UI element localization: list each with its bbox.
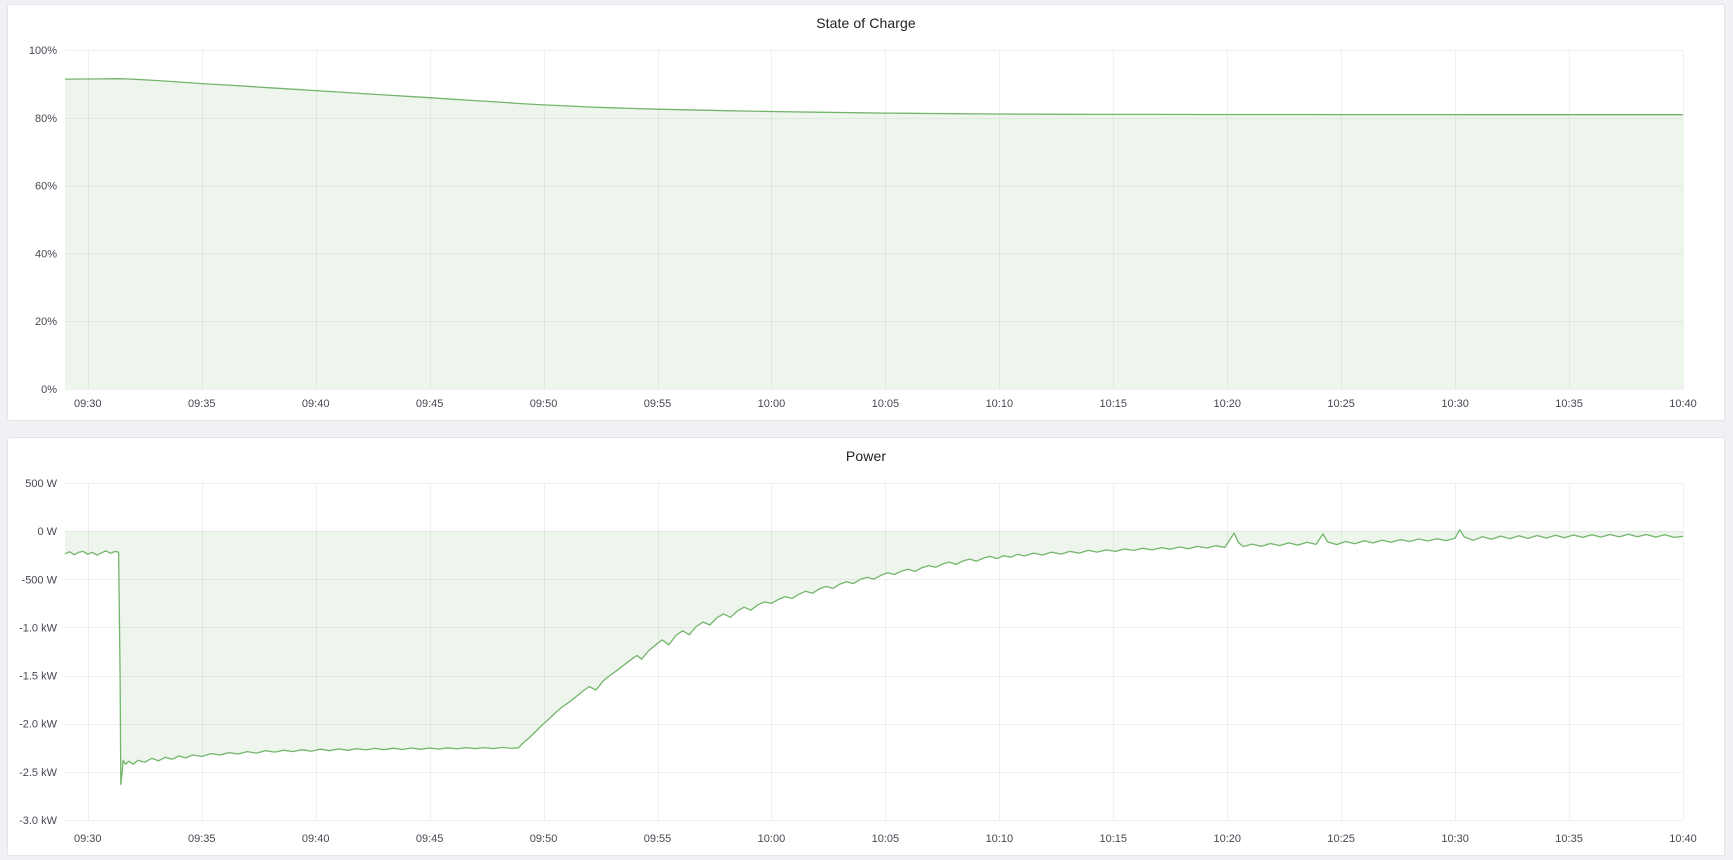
y-axis-tick-label: 0 W xyxy=(37,526,57,538)
soc-panel-title: State of Charge xyxy=(816,15,916,31)
y-axis-tick-label: -3.0 kW xyxy=(19,815,58,827)
power-chart[interactable]: 500 W 0 W -500 W -1.0 kW -1.5 kW -2.0 kW -2.5 … xyxy=(8,438,1724,855)
x-axis-tick-label: 10:20 xyxy=(1213,833,1241,845)
y-axis-tick-label: -2.5 kW xyxy=(19,767,58,779)
x-axis-tick-label: 09:30 xyxy=(74,833,102,845)
y-axis-tick-label: 500 W xyxy=(25,478,57,490)
x-axis-tick-label: 10:15 xyxy=(1100,833,1128,845)
y-axis-tick-label: 60% xyxy=(35,181,57,193)
power-panel-title: Power xyxy=(845,448,887,464)
x-axis-tick-label: 10:10 xyxy=(986,833,1014,845)
panel-state-of-charge: State of Charge 0% 20% 40% 60% 80% 100% 09:30 0… xyxy=(7,4,1725,421)
x-axis-tick-label: 10:10 xyxy=(986,398,1014,410)
y-axis-tick-label: 20% xyxy=(35,316,57,328)
soc-chart[interactable]: 0% 20% 40% 60% 80% 100% 09:30 09:35 09:40 09:45 09… xyxy=(8,5,1724,420)
x-axis-tick-label: 10:30 xyxy=(1441,833,1469,845)
y-axis-tick-label: 40% xyxy=(35,248,57,260)
x-axis-tick-label: 10:15 xyxy=(1100,398,1128,410)
x-axis-tick-label: 09:50 xyxy=(530,398,558,410)
axis-labels: 0% 20% 40% 60% 80% 100% 09:30 09:35 09:40 09:45 09… xyxy=(29,45,1697,410)
power-line xyxy=(64,529,1684,786)
x-axis-tick-label: 10:35 xyxy=(1555,833,1583,845)
x-axis-tick-label: 09:55 xyxy=(644,398,672,410)
x-axis-tick-label: 09:35 xyxy=(188,398,216,410)
x-axis-tick-label: 09:30 xyxy=(74,398,102,410)
axis-labels: 500 W 0 W -500 W -1.0 kW -1.5 kW -2.0 kW -2.5 … xyxy=(19,478,1697,845)
x-axis-tick-label: 10:00 xyxy=(758,398,786,410)
grid-lines xyxy=(65,50,1684,390)
grid-lines xyxy=(65,483,1684,821)
x-axis-tick-label: 09:55 xyxy=(644,833,672,845)
y-axis-tick-label: 0% xyxy=(41,384,57,396)
x-axis-tick-label: 09:50 xyxy=(530,833,558,845)
y-axis-tick-label: -500 W xyxy=(22,574,58,586)
y-axis-tick-label: -1.5 kW xyxy=(19,671,58,683)
x-axis-tick-label: 09:40 xyxy=(302,398,330,410)
x-axis-tick-label: 09:45 xyxy=(416,398,444,410)
x-axis-tick-label: 10:05 xyxy=(872,398,900,410)
x-axis-tick-label: 09:45 xyxy=(416,833,444,845)
x-axis-tick-label: 10:00 xyxy=(758,833,786,845)
x-axis-tick-label: 10:25 xyxy=(1327,398,1355,410)
x-axis-tick-label: 10:30 xyxy=(1441,398,1469,410)
x-axis-tick-label: 10:20 xyxy=(1213,398,1241,410)
x-axis-tick-label: 09:35 xyxy=(188,833,216,845)
x-axis-tick-label: 10:40 xyxy=(1669,398,1697,410)
x-axis-tick-label: 10:35 xyxy=(1555,398,1583,410)
y-axis-tick-label: -2.0 kW xyxy=(19,719,58,731)
power-area xyxy=(65,529,1683,785)
y-axis-tick-label: 100% xyxy=(29,45,57,57)
state-of-charge-line xyxy=(64,78,1683,116)
y-axis-tick-label: 80% xyxy=(35,113,57,125)
state-of-charge-area xyxy=(65,78,1683,389)
x-axis-tick-label: 10:25 xyxy=(1327,833,1355,845)
y-axis-tick-label: -1.0 kW xyxy=(19,622,58,634)
x-axis-tick-label: 10:40 xyxy=(1669,833,1697,845)
x-axis-tick-label: 09:40 xyxy=(302,833,330,845)
x-axis-tick-label: 10:05 xyxy=(872,833,900,845)
panel-power: Power 500 W 0 W -500 W -1.0 kW -1.5 kW -2.0 k… xyxy=(7,437,1725,856)
